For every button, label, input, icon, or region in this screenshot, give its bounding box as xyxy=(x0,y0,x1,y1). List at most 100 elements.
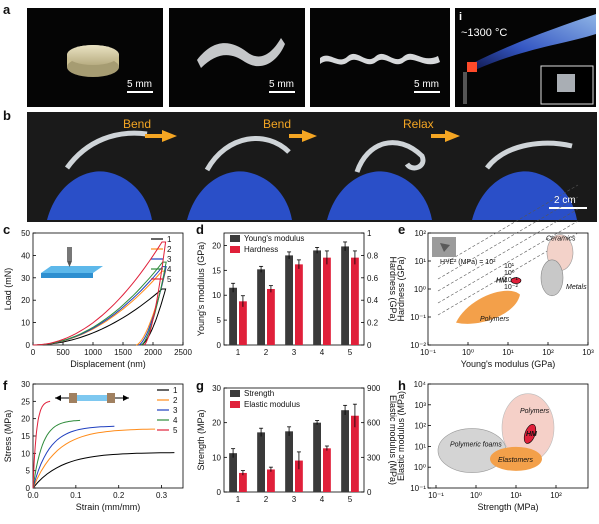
e-ytick-label-0: 10⁻² xyxy=(410,341,426,350)
h-ytick-label-1: 10⁰ xyxy=(414,463,426,472)
c-ylabel: Load (mN) xyxy=(3,268,13,311)
d-legend-label-1: Hardness xyxy=(244,245,278,254)
d-xtick-label-4: 5 xyxy=(348,348,353,357)
f-ytick-label-3: 15 xyxy=(21,432,30,441)
step-label-2: Bend xyxy=(263,117,291,131)
c-ytick-label-5: 50 xyxy=(21,229,30,238)
e-xtick-label-0: 10⁻¹ xyxy=(420,348,436,357)
d-ytick-label-0: 0 xyxy=(217,341,222,350)
f-legend-label-4: 4 xyxy=(173,416,178,425)
e-region-polymers xyxy=(456,290,520,324)
h-label-elastomers: Elastomers xyxy=(498,457,534,464)
tweezers xyxy=(463,72,467,104)
e-guide-line-1 xyxy=(437,220,579,304)
h-region-elastomers xyxy=(490,446,542,471)
bend-frame-2 xyxy=(187,136,292,220)
film-3 xyxy=(354,140,426,173)
panel-letter-b: b xyxy=(3,108,11,123)
heated-sample xyxy=(467,62,477,72)
h-xtick-label-2: 10¹ xyxy=(510,491,522,500)
film-4 xyxy=(485,140,573,170)
d-bar-Young-s-modulus-1 xyxy=(257,269,265,345)
h-label-hm: HM xyxy=(526,431,537,438)
f-xtick-label-2: 0.2 xyxy=(113,491,125,500)
c-legend-label-2: 2 xyxy=(167,245,172,254)
f-ytick-label-4: 20 xyxy=(21,415,30,424)
inset-letter-i: i xyxy=(459,11,462,23)
e-xtick-label-3: 10² xyxy=(542,348,554,357)
c-series-line-3 xyxy=(32,266,167,346)
c-indenter-tip xyxy=(67,261,72,267)
f-series-line-4 xyxy=(32,419,81,489)
c-legend-label-1: 1 xyxy=(167,235,172,244)
e-guide-line-2 xyxy=(437,208,579,292)
g-bar-Elastic-modulus-0 xyxy=(239,472,247,492)
d-bar-Young-s-modulus-2 xyxy=(285,255,293,345)
glove-1 xyxy=(47,171,152,220)
g-bar-Elastic-modulus-2 xyxy=(295,460,303,492)
d-xtick-label-0: 1 xyxy=(236,348,241,357)
scale-bar-label-2: 5 mm xyxy=(269,79,294,90)
arrow-2-shaft xyxy=(289,134,303,138)
d-ytick-right-label-1: 0.2 xyxy=(367,319,379,328)
d-bar-Young-s-modulus-4 xyxy=(341,246,349,345)
h-label-polymeric-foams: Polymeric foams xyxy=(450,441,502,448)
c-xtick-label-0: 0 xyxy=(31,348,36,357)
temperature-label: ~1300 °C xyxy=(461,27,507,39)
panel-letter-c: c xyxy=(3,222,11,237)
e-region-hm xyxy=(510,277,522,284)
c-ytick-label-4: 40 xyxy=(21,251,30,260)
h-label-polymers: Polymers xyxy=(520,408,550,415)
d-bar-Hardness-3 xyxy=(323,257,331,345)
g-legend-swatch-0 xyxy=(230,390,240,397)
h-ytick-label-5: 10⁴ xyxy=(414,380,427,389)
d-ytick-label-3: 15 xyxy=(212,266,221,275)
g-ylabel-right: Elastic modulus (MPa) xyxy=(388,395,398,485)
d-bar-Young-s-modulus-3 xyxy=(313,250,321,345)
f-ytick-label-6: 30 xyxy=(21,380,30,389)
step-label-1: Bend xyxy=(123,117,151,131)
e-guide-line-4 xyxy=(437,184,579,268)
arrow-1 xyxy=(162,130,177,142)
d-legend-swatch-1 xyxy=(230,246,240,253)
d-ytick-right-label-4: 0.8 xyxy=(367,251,379,260)
film-2 xyxy=(204,136,291,172)
f-legend-label-5: 5 xyxy=(173,426,178,435)
f-series-line-3 xyxy=(32,425,115,489)
d-xtick-label-1: 2 xyxy=(264,348,269,357)
e-label-metals: Metals xyxy=(566,284,587,291)
h-ylabel: Elastic modulus (MPa) xyxy=(396,391,406,481)
arrow-3-shaft xyxy=(431,134,446,138)
g-ylabel: Strength (MPa) xyxy=(196,409,206,470)
bend-frame-1 xyxy=(47,130,152,220)
c-legend-label-4: 4 xyxy=(167,265,172,274)
d-ylabel: Young's modulus (GPa) xyxy=(196,242,206,336)
f-ytick-label-2: 10 xyxy=(21,449,30,458)
e-region-metals xyxy=(540,259,564,297)
c-ytick-label-2: 20 xyxy=(21,296,30,305)
d-plot-frame xyxy=(223,232,365,346)
d-bar-Young-s-modulus-0 xyxy=(229,287,237,345)
d-xtick-label-2: 3 xyxy=(292,348,297,357)
f-grip-right xyxy=(107,393,115,403)
d-xtick-label-3: 4 xyxy=(320,348,325,357)
g-bar-Strength-2 xyxy=(285,431,293,492)
f-xlabel: Strain (mm/mm) xyxy=(76,502,141,512)
e-ytick-label-1: 10⁻¹ xyxy=(410,313,426,322)
g-bar-Elastic-modulus-3 xyxy=(323,448,331,492)
e-guide-label-3: 10⁻² xyxy=(504,284,518,291)
d-bar-Hardness-1 xyxy=(267,289,275,345)
photo-disc-sample: 5 mm xyxy=(27,8,163,107)
scale-bar-label-b: 2 cm xyxy=(554,195,576,206)
flame-shape xyxy=(471,14,596,70)
f-grip-left xyxy=(69,393,77,403)
photo-bend-sequence: Bend Bend Relax 2 cm xyxy=(27,112,597,222)
f-legend-label-1: 1 xyxy=(173,386,178,395)
g-bar-Elastic-modulus-4 xyxy=(351,415,359,492)
g-ytick-right-label-2: 600 xyxy=(367,419,381,428)
e-xtick-label-4: 10³ xyxy=(582,348,594,357)
e-label-ceramics: Ceramics xyxy=(546,236,576,243)
d-ytick-right-label-5: 1 xyxy=(367,229,372,238)
